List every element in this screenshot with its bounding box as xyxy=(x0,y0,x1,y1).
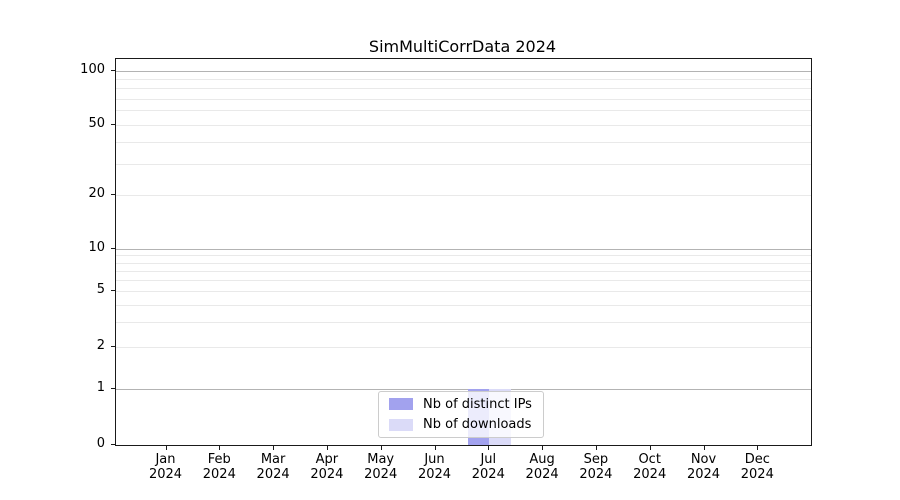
y-tick-label-5: 5 xyxy=(96,282,105,298)
legend-label-distinct-ips: Nb of distinct IPs xyxy=(423,396,532,412)
y-tick-2 xyxy=(111,345,115,347)
x-tick-year: 2024 xyxy=(417,466,452,482)
gridline-y-5 xyxy=(116,291,811,293)
legend-item-distinct-ips: Nb of distinct IPs xyxy=(389,396,543,412)
y-tick-10 xyxy=(111,248,115,249)
y-tick-100 xyxy=(111,70,115,71)
x-tick-month: Jun xyxy=(424,452,445,467)
gridline-y-20 xyxy=(116,195,811,197)
legend-item-downloads: Nb of downloads xyxy=(389,417,543,433)
x-tick-label-feb: Feb 2024 xyxy=(191,452,247,482)
gridline-y-6 xyxy=(116,280,811,282)
x-tick-month: Dec xyxy=(744,452,770,467)
x-tick-year: 2024 xyxy=(525,466,559,482)
x-tick-month: Oct xyxy=(638,452,661,467)
x-tick-month: Nov xyxy=(690,452,717,467)
y-tick-50 xyxy=(111,123,115,125)
gridline-y-80 xyxy=(116,88,811,90)
y-tick-label-0: 0 xyxy=(96,436,105,451)
y-tick-label-2: 2 xyxy=(96,337,105,353)
plot-area xyxy=(115,58,812,446)
y-tick-label-20: 20 xyxy=(88,186,105,202)
x-tick-year: 2024 xyxy=(148,466,183,482)
x-tick-oct xyxy=(649,446,651,450)
x-tick-month: Mar xyxy=(260,452,286,467)
x-tick-label-nov: Nov 2024 xyxy=(676,452,732,482)
x-tick-mar xyxy=(273,446,275,450)
x-tick-label-jun: Jun 2024 xyxy=(407,452,463,482)
gridline-y-1 xyxy=(116,389,811,390)
y-tick-1 xyxy=(111,388,115,389)
legend: Nb of distinct IPs Nb of downloads xyxy=(378,391,544,438)
x-tick-label-oct: Oct 2024 xyxy=(622,452,678,482)
x-tick-may xyxy=(380,446,382,450)
x-tick-jan xyxy=(165,446,167,450)
y-tick-label-1: 1 xyxy=(96,380,105,395)
x-tick-apr xyxy=(326,446,328,450)
x-tick-month: May xyxy=(367,452,395,467)
x-tick-label-sep: Sep 2024 xyxy=(568,452,624,482)
x-tick-year: 2024 xyxy=(686,466,721,482)
x-tick-label-dec: Dec 2024 xyxy=(729,452,785,482)
x-tick-nov xyxy=(703,446,705,450)
gridline-y-9 xyxy=(116,255,811,257)
gridline-y-10 xyxy=(116,249,811,250)
y-tick-label-50: 50 xyxy=(88,115,105,131)
x-tick-aug xyxy=(542,446,544,450)
x-tick-year: 2024 xyxy=(256,466,290,482)
legend-swatch-distinct-ips xyxy=(389,398,413,411)
gridline-y-7 xyxy=(116,270,811,272)
x-tick-label-mar: Mar 2024 xyxy=(245,452,301,482)
legend-label-downloads: Nb of downloads xyxy=(423,417,532,433)
x-tick-month: Aug xyxy=(529,452,555,467)
x-tick-month: Sep xyxy=(583,452,609,467)
x-tick-year: 2024 xyxy=(364,466,398,482)
y-tick-5 xyxy=(111,290,115,292)
legend-swatch-downloads xyxy=(389,418,413,431)
y-tick-20 xyxy=(111,194,115,196)
gridline-y-40 xyxy=(116,141,811,143)
gridline-y-70 xyxy=(116,98,811,100)
x-tick-jul xyxy=(488,446,490,450)
x-tick-month: Feb xyxy=(207,452,231,467)
gridline-y-60 xyxy=(116,110,811,112)
x-tick-year: 2024 xyxy=(310,466,344,482)
gridline-y-8 xyxy=(116,262,811,264)
gridline-y-30 xyxy=(116,164,811,166)
y-tick-label-10: 10 xyxy=(88,240,105,255)
x-tick-feb xyxy=(219,446,221,450)
x-tick-dec xyxy=(757,446,759,450)
gridline-y-50 xyxy=(116,124,811,126)
gridline-y-100 xyxy=(116,71,811,72)
x-tick-label-may: May 2024 xyxy=(353,452,409,482)
y-tick-0 xyxy=(111,444,115,445)
x-tick-year: 2024 xyxy=(202,466,236,482)
y-tick-label-100: 100 xyxy=(80,62,105,77)
x-tick-label-apr: Apr 2024 xyxy=(299,452,355,482)
x-tick-year: 2024 xyxy=(471,466,505,482)
x-tick-month: Jan xyxy=(155,452,176,467)
x-tick-year: 2024 xyxy=(740,466,774,482)
x-tick-label-jan: Jan 2024 xyxy=(138,452,194,482)
x-tick-year: 2024 xyxy=(633,466,667,482)
x-tick-label-jul: Jul 2024 xyxy=(460,452,516,482)
x-tick-sep xyxy=(595,446,597,450)
gridline-y-2 xyxy=(116,346,811,348)
gridline-y-90 xyxy=(116,79,811,81)
chart-title: SimMultiCorrData 2024 xyxy=(368,37,557,56)
x-tick-jun xyxy=(434,446,436,450)
gridline-y-4 xyxy=(116,304,811,306)
x-tick-month: Jul xyxy=(480,452,497,467)
x-tick-year: 2024 xyxy=(579,466,613,482)
x-tick-month: Apr xyxy=(315,452,339,467)
x-tick-label-aug: Aug 2024 xyxy=(514,452,570,482)
gridline-y-3 xyxy=(116,322,811,324)
